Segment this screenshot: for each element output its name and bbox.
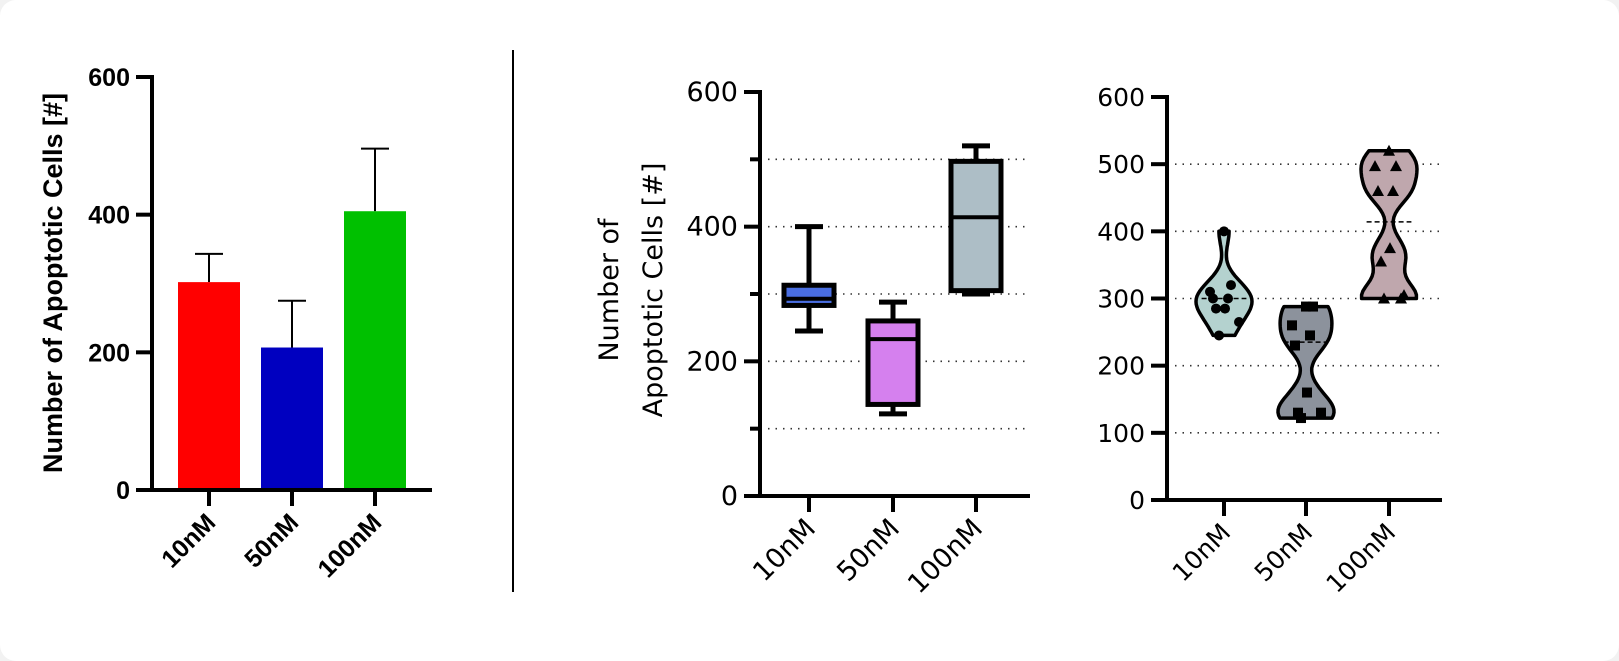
data-point	[1384, 242, 1396, 254]
x-tick-label: 10nM	[747, 513, 822, 588]
data-point	[1287, 320, 1297, 331]
data-point	[1305, 330, 1315, 341]
x-tick-label: 100nM	[1321, 518, 1402, 599]
box-chart: Number of Apoptotic Cells [#] 0 200 400 600…	[594, 77, 1030, 600]
data-point	[1234, 317, 1244, 328]
y-tick-label: 0	[1129, 486, 1145, 515]
data-point	[1383, 144, 1395, 156]
violin-10nM	[1194, 229, 1254, 338]
data-point	[1219, 226, 1229, 237]
data-point	[1378, 292, 1390, 304]
y-tick-label: 600	[1097, 83, 1145, 112]
box-chart-ylabel-line2: Apoptotic Cells [#]	[638, 163, 669, 418]
bar-10nM	[178, 282, 240, 488]
violin-100nM	[1359, 148, 1419, 301]
data-point	[1308, 301, 1318, 312]
y-tick-label: 0	[116, 477, 130, 505]
data-point	[1290, 340, 1300, 351]
x-tick-label: 100nM	[312, 508, 387, 583]
y-tick-label: 100	[1097, 419, 1145, 448]
y-tick-label: 500	[1097, 150, 1145, 179]
data-point	[1214, 330, 1224, 341]
y-tick-label: 300	[1097, 285, 1145, 314]
box-10nM	[781, 282, 837, 308]
data-point	[1372, 185, 1384, 197]
y-tick-label: 400	[1097, 217, 1145, 246]
data-point	[1316, 407, 1326, 418]
x-tick-label: 50nM	[831, 513, 906, 588]
data-point	[1301, 301, 1311, 312]
bar-100nM	[344, 211, 406, 488]
violin-chart: 0 100 200 300 400 500 600 10nM 50nM 100nM	[1097, 83, 1442, 598]
x-tick-label: 50nM	[239, 508, 304, 573]
data-point	[1220, 303, 1230, 314]
y-tick-label: 400	[88, 202, 130, 230]
data-point	[1208, 293, 1218, 304]
data-point	[1369, 160, 1381, 172]
x-tick-label: 10nM	[156, 508, 221, 573]
data-point	[1390, 160, 1402, 172]
bar-chart: Number of Apoptotic Cells [#] 0 200 400 600…	[38, 64, 432, 583]
data-point	[1211, 303, 1221, 314]
bar-chart-ylabel: Number of Apoptotic Cells [#]	[38, 93, 68, 473]
y-tick-label: 400	[686, 212, 738, 243]
data-point	[1296, 413, 1306, 424]
bar-50nM	[261, 347, 323, 488]
box-100nM	[948, 158, 1004, 294]
data-point	[1387, 185, 1399, 197]
x-tick-label: 10nM	[1167, 518, 1236, 587]
x-tick-label: 100nM	[902, 513, 989, 600]
box-chart-ylabel-line1: Number of	[594, 217, 625, 362]
violin-50nM	[1276, 304, 1336, 420]
box-50nM	[865, 318, 921, 407]
data-point	[1223, 293, 1233, 304]
y-tick-label: 200	[686, 346, 738, 377]
data-point	[1302, 387, 1312, 398]
y-tick-label: 200	[88, 339, 130, 367]
y-tick-label: 200	[1097, 352, 1145, 381]
data-point	[1395, 292, 1407, 304]
y-tick-label: 600	[686, 77, 738, 108]
y-tick-label: 0	[721, 481, 738, 512]
data-point	[1226, 280, 1236, 291]
data-point	[1293, 407, 1303, 418]
x-tick-label: 50nM	[1249, 518, 1318, 587]
y-tick-label: 600	[88, 64, 130, 92]
data-point	[1375, 255, 1387, 267]
